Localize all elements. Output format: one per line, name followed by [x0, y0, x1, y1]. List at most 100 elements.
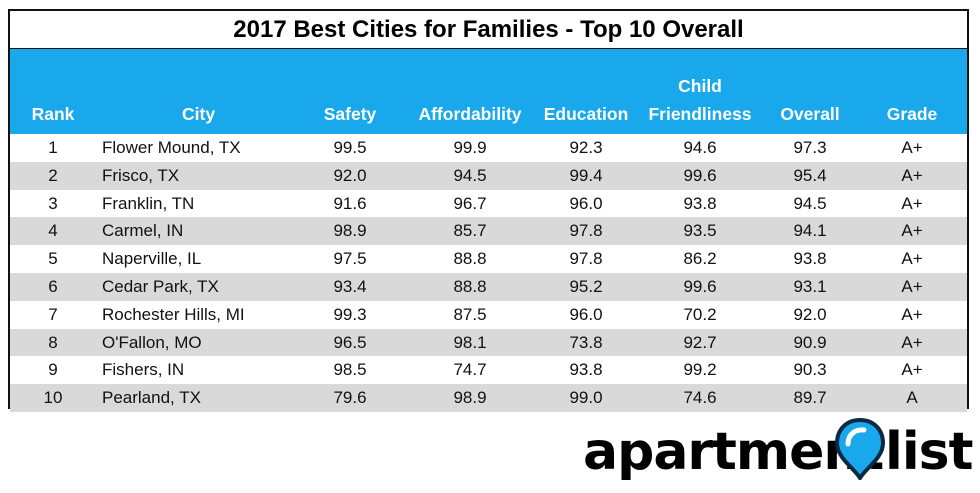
cell-child-friendliness: 93.8: [683, 193, 717, 213]
cell-overall: 95.4: [793, 165, 827, 185]
table-row: 6 Cedar Park, TX 93.4 88.8 95.2 99.6 93.1 A+: [10, 272, 967, 301]
table-body: 1 Flower Mound, TX 99.5 99.9 92.3 94.6 97.3 A+ 2…: [10, 134, 967, 412]
cell-safety: 97.5: [333, 249, 367, 269]
cell-child-friendliness: 92.7: [683, 332, 717, 352]
cell-rank: 7: [48, 304, 58, 324]
cell-city: Cedar Park, TX: [102, 276, 219, 296]
cell-overall: 97.3: [793, 138, 827, 157]
table-row: 1 Flower Mound, TX 99.5 99.9 92.3 94.6 97.3 A+: [10, 134, 967, 162]
header-safety: Safety: [323, 104, 377, 124]
header-overall: Overall: [780, 104, 840, 124]
cell-child-friendliness: 94.6: [683, 138, 717, 157]
cell-overall: 94.5: [793, 193, 827, 213]
cell-safety: 92.0: [333, 165, 367, 185]
cell-overall: 89.7: [793, 388, 827, 408]
table-header: Rank City Safety Affordability Education…: [10, 49, 967, 134]
cell-education: 97.8: [569, 221, 603, 241]
cell-education: 97.8: [569, 249, 603, 269]
cell-rank: 5: [48, 249, 58, 269]
cell-grade: A+: [901, 249, 923, 269]
header-child-line2: Friendliness: [648, 104, 752, 124]
table-row: 8 O'Fallon, MO 96.5 98.1 73.8 92.7 90.9 A+: [10, 328, 967, 357]
cell-city: Flower Mound, TX: [102, 138, 241, 157]
cell-affordability: 85.7: [453, 221, 487, 241]
cell-grade: A+: [901, 165, 923, 185]
apartment-list-logo: apartment list: [583, 418, 973, 488]
cell-education: 92.3: [569, 138, 603, 157]
cell-rank: 4: [48, 221, 58, 241]
header-child-line1: Child: [678, 76, 722, 96]
cell-city: Naperville, IL: [102, 249, 202, 269]
cell-education: 73.8: [569, 332, 603, 352]
cell-grade: A+: [901, 360, 923, 380]
header-affordability: Affordability: [418, 104, 522, 124]
cell-affordability: 96.7: [453, 193, 487, 213]
cell-city: Franklin, TN: [102, 193, 195, 213]
location-pin-icon: [834, 418, 886, 480]
table-title: 2017 Best Cities for Families - Top 10 O…: [10, 11, 967, 49]
cell-grade: A+: [901, 221, 923, 241]
cell-child-friendliness: 86.2: [683, 249, 717, 269]
table-row: 10 Pearland, TX 79.6 98.9 99.0 74.6 89.7 A: [10, 384, 967, 412]
cell-child-friendliness: 93.5: [683, 221, 717, 241]
cell-city: Fishers, IN: [102, 360, 185, 380]
rankings-table: 2017 Best Cities for Families - Top 10 O…: [8, 9, 969, 412]
cell-rank: 6: [48, 276, 58, 296]
logo-text-left: apartment: [583, 422, 884, 482]
cell-overall: 93.8: [793, 249, 827, 269]
cell-safety: 99.3: [333, 304, 367, 324]
table-row: 2 Frisco, TX 92.0 94.5 99.4 99.6 95.4 A+: [10, 161, 967, 190]
cell-affordability: 87.5: [453, 304, 487, 324]
cell-education: 95.2: [569, 276, 603, 296]
cell-rank: 9: [48, 360, 58, 380]
cell-rank: 2: [48, 165, 58, 185]
cell-overall: 90.3: [793, 360, 827, 380]
cell-grade: A: [906, 388, 918, 408]
cell-city: Rochester Hills, MI: [102, 304, 245, 324]
cell-education: 96.0: [569, 193, 603, 213]
table-row: 5 Naperville, IL 97.5 88.8 97.8 86.2 93.8 A+: [10, 245, 967, 273]
cell-safety: 91.6: [333, 193, 367, 213]
cell-safety: 79.6: [333, 388, 367, 408]
table-row: 3 Franklin, TN 91.6 96.7 96.0 93.8 94.5 A+: [10, 190, 967, 218]
cell-safety: 98.9: [333, 221, 367, 241]
cell-overall: 92.0: [793, 304, 827, 324]
table-row: 4 Carmel, IN 98.9 85.7 97.8 93.5 94.1 A+: [10, 217, 967, 246]
header-grade: Grade: [886, 104, 938, 124]
cell-affordability: 98.9: [453, 388, 487, 408]
cell-city: O'Fallon, MO: [102, 332, 202, 352]
cell-child-friendliness: 99.6: [683, 165, 717, 185]
cell-rank: 10: [43, 388, 63, 408]
cell-child-friendliness: 74.6: [683, 388, 717, 408]
cell-child-friendliness: 99.2: [683, 360, 717, 380]
cell-city: Pearland, TX: [102, 388, 201, 408]
cell-affordability: 74.7: [453, 360, 487, 380]
cell-affordability: 88.8: [453, 276, 487, 296]
cell-overall: 90.9: [793, 332, 827, 352]
cell-city: Carmel, IN: [102, 221, 184, 241]
cell-education: 99.4: [569, 165, 603, 185]
header-rank: Rank: [31, 104, 75, 124]
cell-child-friendliness: 99.6: [683, 276, 717, 296]
cell-affordability: 94.5: [453, 165, 487, 185]
cell-affordability: 98.1: [453, 332, 487, 352]
cell-affordability: 99.9: [453, 138, 487, 157]
cell-grade: A+: [901, 276, 923, 296]
header-education: Education: [543, 104, 629, 124]
cell-overall: 93.1: [793, 276, 827, 296]
cell-education: 93.8: [569, 360, 603, 380]
cell-grade: A+: [901, 304, 923, 324]
cell-child-friendliness: 70.2: [683, 304, 717, 324]
cell-rank: 3: [48, 193, 58, 213]
cell-rank: 8: [48, 332, 58, 352]
cell-safety: 99.5: [333, 138, 367, 157]
cell-grade: A+: [901, 332, 923, 352]
cell-grade: A+: [901, 138, 923, 157]
cell-grade: A+: [901, 193, 923, 213]
table-row: 7 Rochester Hills, MI 99.3 87.5 96.0 70.2 92.0…: [10, 301, 967, 329]
cell-affordability: 88.8: [453, 249, 487, 269]
logo-text-right: list: [885, 422, 973, 482]
cell-rank: 1: [48, 138, 58, 157]
cell-safety: 98.5: [333, 360, 367, 380]
cell-education: 96.0: [569, 304, 603, 324]
